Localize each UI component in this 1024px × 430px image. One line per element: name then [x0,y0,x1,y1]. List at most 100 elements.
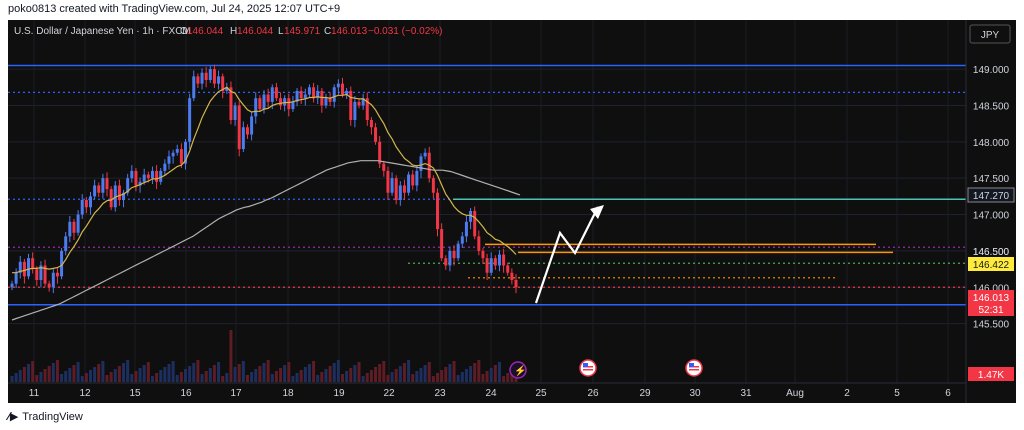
candle-body [332,87,336,102]
candle-body [55,272,59,277]
svg-text:146.422: 146.422 [973,260,1010,271]
volume-bar [146,362,150,382]
time-tick-label: 19 [333,388,345,399]
volume-bar [258,366,262,382]
volume-bar [208,368,212,382]
candle-body [113,185,117,208]
volume-bar [361,376,365,382]
volume-bar [407,360,411,382]
time-ticks: 11 12 15 16 17 18 19 22 23 24 25 26 29 30 31 Aug 2 5 6 [29,388,951,399]
low-value: 145.971 [284,26,321,37]
candle-body [14,272,18,284]
flash-event-icon[interactable]: ⚡ [509,361,527,379]
time-tick-label: 29 [639,388,651,399]
candle-body [163,163,167,171]
volume-bar [270,374,274,382]
price-chart[interactable]: ⚡ U.S. Dollar / Japanese Yen · 1h · FXCM… [8,20,1016,403]
svg-text:1.47K: 1.47K [978,370,1004,381]
time-tick-label: 24 [485,388,497,399]
time-tick-label: 15 [129,388,141,399]
candle-body [233,105,237,120]
candle-body [510,272,514,280]
volume-bar [378,364,382,382]
candle-body [117,185,121,200]
price-tick-label: 147.000 [973,211,1010,222]
time-tick-label: 26 [587,388,599,399]
symbol-name: U.S. Dollar / Japanese Yen · 1h · FXCM [14,26,191,37]
candle-body [336,83,340,88]
volume-bar [225,373,229,382]
volume-bar [212,365,216,382]
time-tick-label: 5 [894,388,900,399]
candle-body [485,258,489,273]
volume-bar [150,376,154,382]
header-attribution: poko0813 created with TradingView.com, J… [8,3,341,15]
volume-bar [436,373,440,382]
chart-area[interactable]: ⚡ U.S. Dollar / Japanese Yen · 1h · FXCM… [8,20,1016,403]
volume-bar [109,372,113,382]
volume-bar [200,374,204,382]
candle-body [291,101,295,110]
tradingview-logo-icon: ⁄▶ [8,410,19,423]
time-tick-label: Aug [786,388,804,399]
currency-badge-label: JPY [981,30,1000,41]
time-tick-label: 12 [79,388,91,399]
candle-body [514,280,518,288]
currency-badge[interactable] [969,24,1011,44]
projection-arrow [534,206,599,304]
candle-body [312,87,316,99]
candle-body [245,127,249,135]
candle-body [386,170,390,193]
volume-bar [130,374,134,382]
volume-bar [444,367,448,382]
candle-body [250,116,254,135]
grid [8,20,966,383]
us-flag-event-icon[interactable] [579,359,597,377]
time-tick-label: 11 [29,388,40,399]
candle-body [221,76,225,91]
time-tick-label: 17 [230,388,242,399]
candle-body [407,174,411,193]
candle-body [175,149,179,153]
candle-body [402,185,406,193]
candle-body [43,265,47,284]
volume-bar [122,363,126,382]
volume-bar [452,361,456,382]
open-label: O [180,26,188,37]
candle-body [431,178,435,193]
candle-body [130,170,134,179]
candle-body [188,98,192,142]
volume-bar [374,367,378,382]
volume-bar [167,364,171,382]
level-upper-tag: 147.270 [967,187,1015,203]
svg-text:146.500: 146.500 [973,247,1010,258]
volume-bar [469,366,473,382]
high-label: H [230,26,237,37]
chart-background [8,20,1016,403]
candle-body [382,163,386,171]
volume-bar [184,369,188,382]
candle-body [68,221,72,237]
volume-bar [415,371,419,382]
volume-bar [237,364,241,382]
volume-bar [18,370,22,382]
candle-body [473,210,477,237]
candle-body [299,90,303,99]
volume-bar [196,360,200,382]
volume-bar [80,376,84,382]
candle-body [105,178,109,190]
candle-body [192,76,196,99]
candle-body [97,185,101,193]
candle-body [481,250,485,259]
candle-body [241,127,245,150]
candle-body [415,170,419,186]
us-flag-event-icon-2[interactable] [685,359,703,377]
candle-body [146,174,150,179]
volume-bar [179,372,183,382]
volume-bar [31,361,35,382]
price-tick-label: 146.000 [973,283,1010,294]
price-axis[interactable] [966,20,1016,403]
candle-body [35,269,39,280]
volume-bar [506,373,510,382]
svg-text:147.270: 147.270 [973,191,1010,202]
